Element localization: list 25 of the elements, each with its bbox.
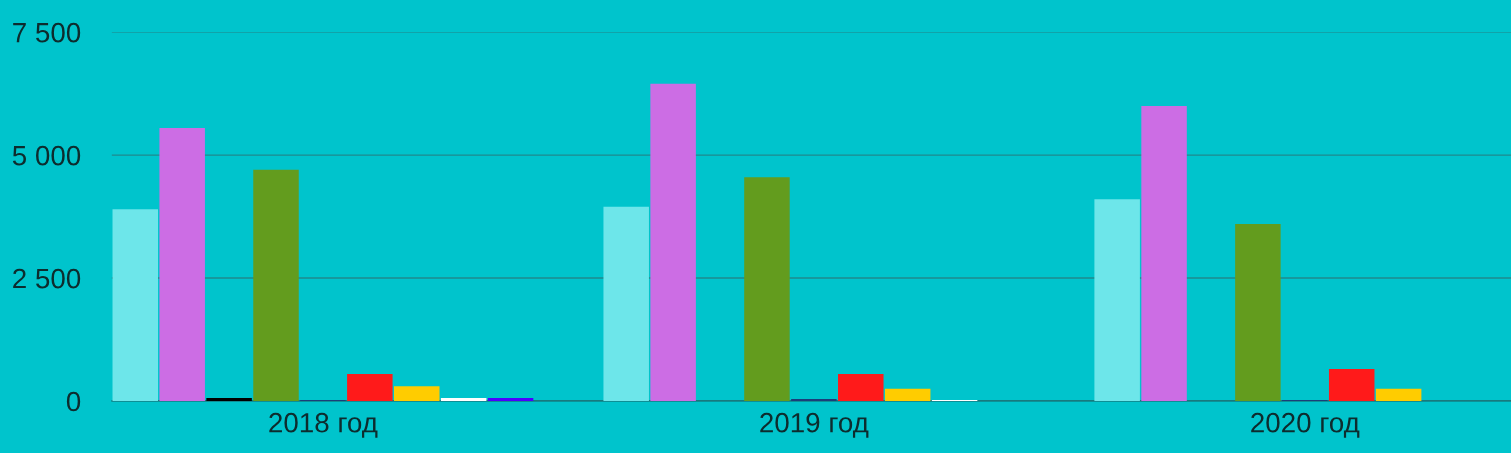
y-tick-label: 5 000 (12, 145, 81, 166)
y-tick-label: 0 (66, 391, 81, 412)
bar (884, 388, 931, 401)
bar (1094, 199, 1140, 401)
bar (440, 398, 487, 401)
x-tick-label: 2020 год (1251, 412, 1360, 438)
bar (1375, 388, 1422, 401)
bar (347, 373, 393, 401)
bar (603, 206, 649, 401)
y-tick-label: 7 500 (13, 22, 81, 43)
bar (393, 386, 440, 401)
bar (487, 398, 534, 401)
bar (159, 128, 205, 401)
bar (1328, 369, 1375, 401)
bar (1235, 223, 1281, 401)
bar (112, 209, 159, 401)
bar (744, 177, 790, 401)
bar (206, 398, 252, 401)
bar (1141, 105, 1187, 401)
bar (838, 373, 884, 401)
y-tick-label: 2 500 (13, 268, 81, 289)
bar (650, 83, 696, 401)
x-tick-label: 2018 год (269, 412, 378, 438)
x-tick-label: 2019 год (760, 412, 869, 438)
bar (253, 169, 299, 401)
